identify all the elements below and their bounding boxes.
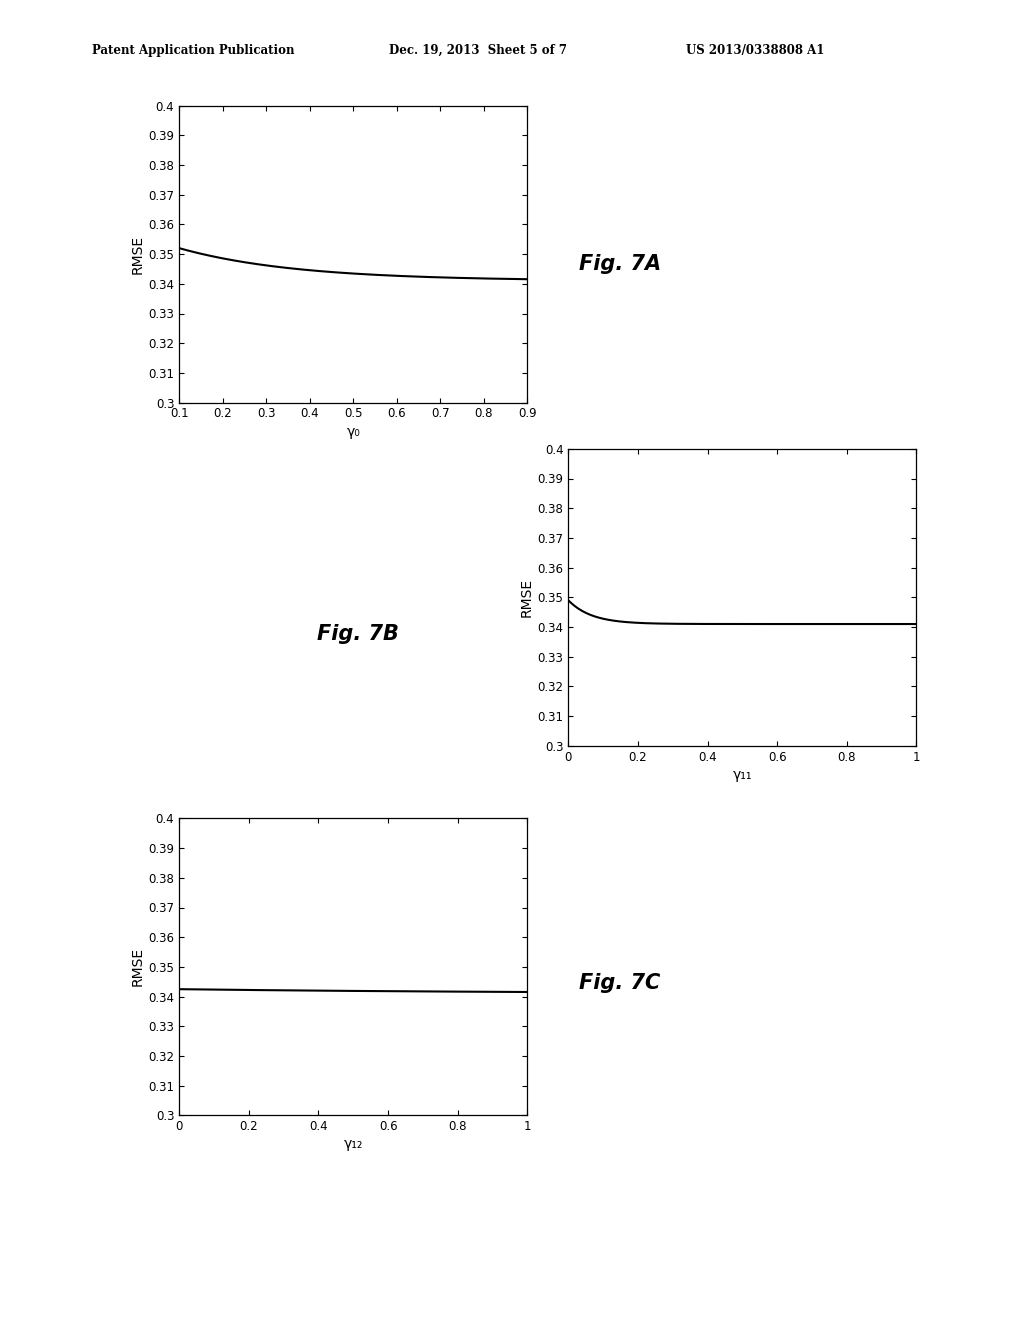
X-axis label: γ₀: γ₀ [346, 425, 360, 438]
Text: Patent Application Publication: Patent Application Publication [92, 44, 295, 57]
Y-axis label: RMSE: RMSE [519, 578, 534, 616]
Text: US 2013/0338808 A1: US 2013/0338808 A1 [686, 44, 824, 57]
Text: Fig. 7B: Fig. 7B [317, 623, 399, 644]
X-axis label: γ₁₂: γ₁₂ [344, 1138, 362, 1151]
Text: Fig. 7A: Fig. 7A [579, 253, 660, 275]
X-axis label: γ₁₁: γ₁₁ [732, 768, 753, 781]
Y-axis label: RMSE: RMSE [130, 948, 144, 986]
Text: Fig. 7C: Fig. 7C [579, 973, 659, 994]
Y-axis label: RMSE: RMSE [130, 235, 144, 273]
Text: Dec. 19, 2013  Sheet 5 of 7: Dec. 19, 2013 Sheet 5 of 7 [389, 44, 567, 57]
